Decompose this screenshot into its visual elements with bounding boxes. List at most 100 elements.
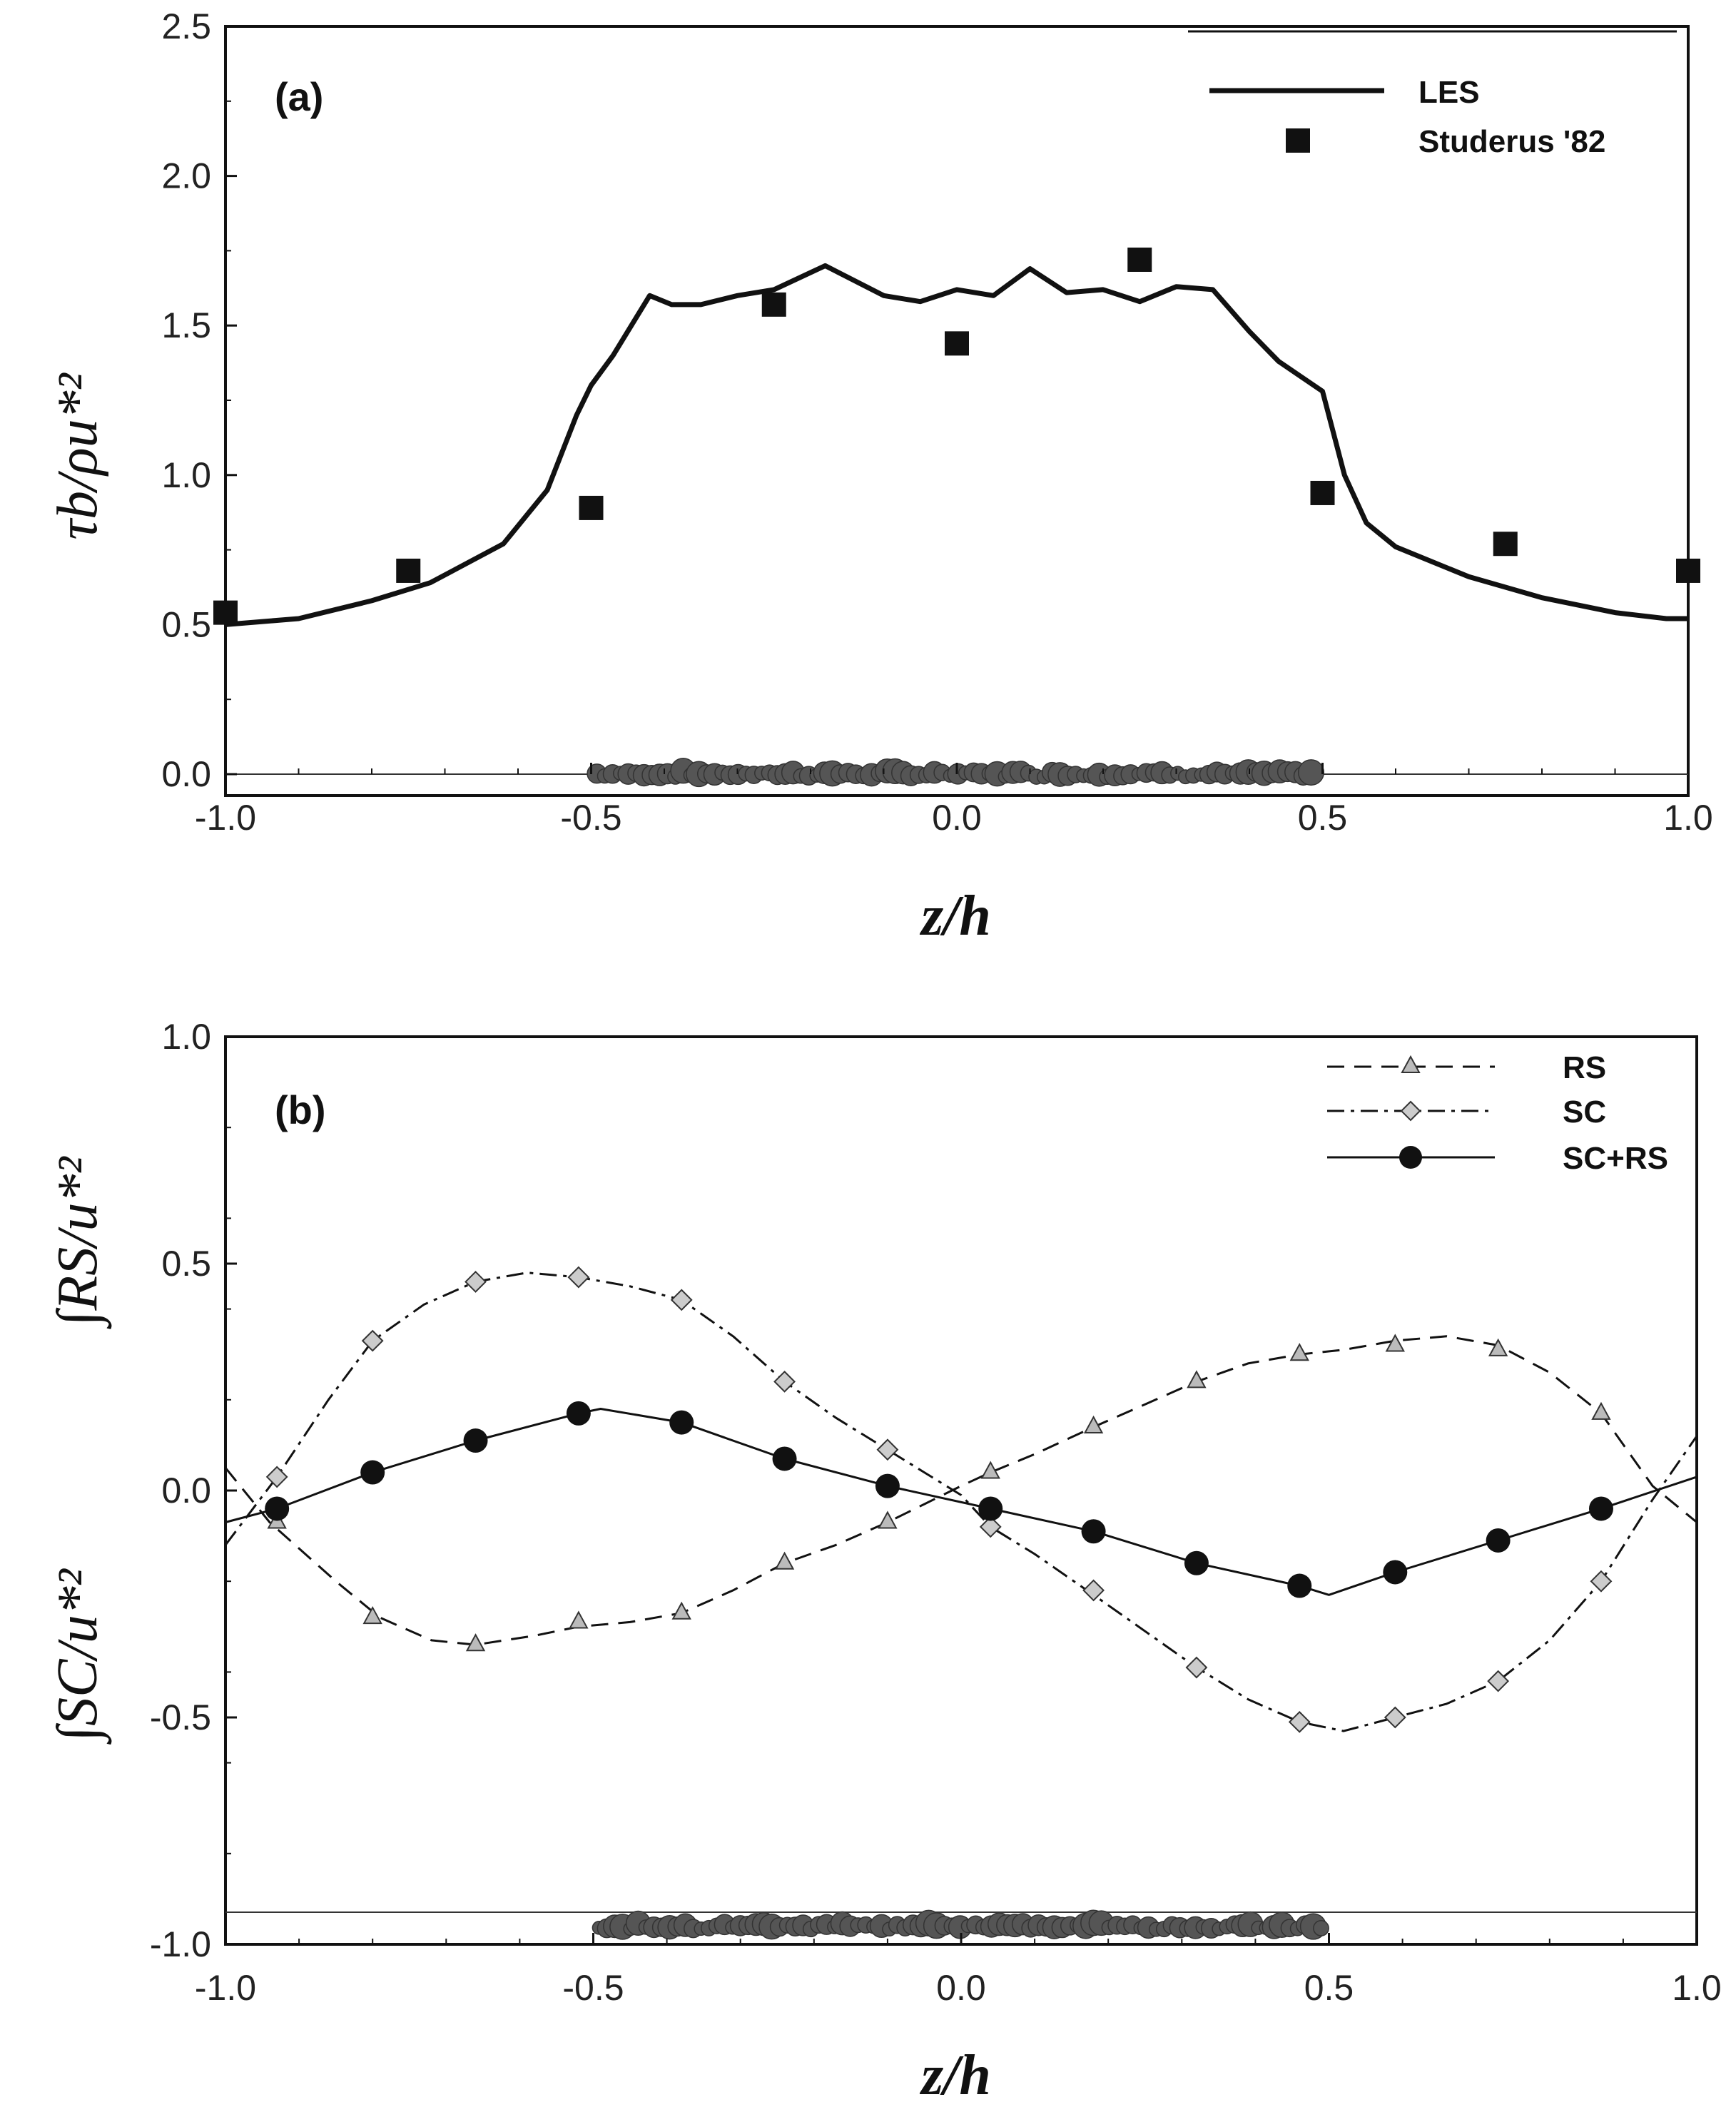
data-point-rs	[362, 1605, 382, 1625]
roughness-bed-b	[592, 1909, 1329, 1940]
legend-studerus-label: Studerus '82	[1418, 124, 1605, 159]
x-tick-label: 0.5	[1298, 798, 1348, 838]
y-axis-label-b-upper: ∫RS/u*²	[46, 1155, 112, 1329]
x-tick-label: 0.0	[932, 798, 982, 838]
roughness-bed-a	[587, 757, 1325, 788]
data-point-scrs	[978, 1496, 1003, 1521]
data-point-sc	[773, 1370, 796, 1393]
x-tick-label: -0.5	[560, 798, 621, 838]
data-point-studerus	[396, 558, 421, 583]
legend-rs-marker	[1401, 1055, 1421, 1073]
data-point-studerus	[945, 331, 969, 356]
data-point-scrs	[875, 1473, 900, 1498]
x-tick-label: 1.0	[1663, 798, 1713, 838]
data-point-studerus	[1127, 247, 1152, 272]
y-axis-label-b-lower: ∫SC/u*²	[46, 1568, 112, 1745]
data-point-sc	[876, 1438, 899, 1461]
data-point-sc	[670, 1289, 693, 1311]
data-point-studerus	[579, 495, 604, 520]
data-point-rs	[1187, 1370, 1207, 1388]
data-point-scrs	[463, 1428, 488, 1453]
data-point-scrs	[360, 1460, 385, 1485]
legend-sc-marker	[1400, 1100, 1421, 1122]
bed-particle	[1313, 1919, 1329, 1936]
data-point-sc	[1082, 1579, 1105, 1602]
x-tick-label: 0.5	[1304, 1968, 1354, 2008]
data-point-sc	[265, 1466, 288, 1488]
data-point-scrs	[1184, 1550, 1209, 1575]
data-point-scrs	[669, 1410, 694, 1435]
data-point-rs	[878, 1511, 898, 1529]
data-point-sc	[567, 1266, 590, 1289]
data-point-scrs	[772, 1446, 797, 1471]
data-point-sc	[979, 1515, 1002, 1538]
plot-frame-a	[224, 25, 1690, 797]
y-tick-label: 0.5	[161, 604, 211, 644]
axis-ticks-a: -1.0 -0.5 0.0 0.5 1.0 0.0 0.5 1.0 1.5 2.0 2.5	[161, 6, 1712, 838]
data-point-studerus	[761, 292, 786, 317]
data-point-sc	[1288, 1710, 1311, 1733]
data-point-scrs	[265, 1496, 290, 1521]
data-point-studerus	[1676, 558, 1700, 583]
series-lines-b	[224, 1271, 1698, 1732]
data-point-rs	[671, 1601, 691, 1620]
series-markers-b	[265, 1266, 1613, 1733]
data-point-rs	[1289, 1343, 1309, 1361]
y-axis-label-a: τb/ρu*²	[46, 372, 109, 539]
data-point-scrs	[1383, 1560, 1408, 1585]
bed-particle	[1297, 759, 1325, 786]
x-tick-label: -0.5	[562, 1968, 624, 2008]
data-point-sc	[1185, 1656, 1208, 1679]
data-point-scrs	[566, 1401, 591, 1426]
data-point-sc	[1590, 1570, 1613, 1593]
x-tick-label: 0.0	[936, 1968, 986, 2008]
data-point-scrs	[1287, 1573, 1312, 1598]
data-point-studerus	[1493, 532, 1518, 557]
data-point-sc	[361, 1329, 384, 1352]
data-point-rs	[465, 1633, 486, 1652]
data-point-rs	[1385, 1334, 1405, 1352]
data-point-rs	[1591, 1401, 1611, 1420]
x-tick-label: 1.0	[1672, 1968, 1722, 2008]
data-point-rs	[1488, 1338, 1508, 1356]
legend-scrs-marker	[1399, 1146, 1422, 1169]
panel-b: -1.0 -0.5 0.0 0.5 1.0 -1.0 -0.5 0.0 0.5 1.0 (b) R…	[46, 1017, 1722, 2102]
data-point-rs	[1083, 1415, 1104, 1433]
y-tick-label: -0.5	[150, 1697, 211, 1737]
legend-les-label: LES	[1418, 75, 1480, 110]
panel-a: -1.0 -0.5 0.0 0.5 1.00.00.51.01.52.02.5 (a) …	[46, 6, 1713, 948]
data-point-studerus	[213, 600, 238, 625]
y-tick-label: 1.0	[161, 455, 211, 495]
legend-studerus-marker	[1286, 128, 1310, 153]
y-tick-label: 2.0	[161, 156, 211, 196]
data-point-rs	[980, 1461, 1000, 1479]
x-tick-label: -1.0	[195, 798, 256, 838]
y-tick-label: 2.5	[161, 6, 211, 46]
x-axis-label-a: z/h	[919, 885, 991, 948]
series-line-les	[225, 263, 1688, 627]
data-point-sc	[465, 1271, 487, 1293]
y-tick-label: 1.0	[161, 1017, 211, 1057]
panel-label-a: (a)	[275, 74, 323, 119]
data-point-sc	[1487, 1670, 1510, 1692]
series-lines-a	[225, 263, 1688, 627]
legend-scrs-label: SC+RS	[1563, 1141, 1668, 1176]
x-axis-label-b: z/h	[919, 2044, 991, 2102]
series-line-sc-rs	[225, 1408, 1697, 1596]
data-point-studerus	[1310, 480, 1335, 505]
y-tick-label: 1.5	[161, 305, 211, 345]
data-point-scrs	[1081, 1519, 1106, 1544]
data-point-scrs	[1486, 1528, 1511, 1553]
legend-sc-label: SC	[1563, 1095, 1606, 1129]
series-line-rs	[224, 1335, 1697, 1646]
legend-rs-label: RS	[1563, 1050, 1606, 1085]
y-tick-label: -1.0	[150, 1924, 211, 1964]
y-tick-label: 0.0	[161, 754, 211, 794]
legend-a: LES Studerus '82	[1209, 75, 1605, 159]
data-point-rs	[569, 1610, 589, 1629]
y-tick-label: 0.0	[161, 1471, 211, 1511]
x-tick-label: -1.0	[195, 1968, 256, 2008]
axis-ticks-b: -1.0 -0.5 0.0 0.5 1.0 -1.0 -0.5 0.0 0.5 1.0	[150, 1017, 1722, 2008]
panel-label-b: (b)	[275, 1087, 326, 1132]
